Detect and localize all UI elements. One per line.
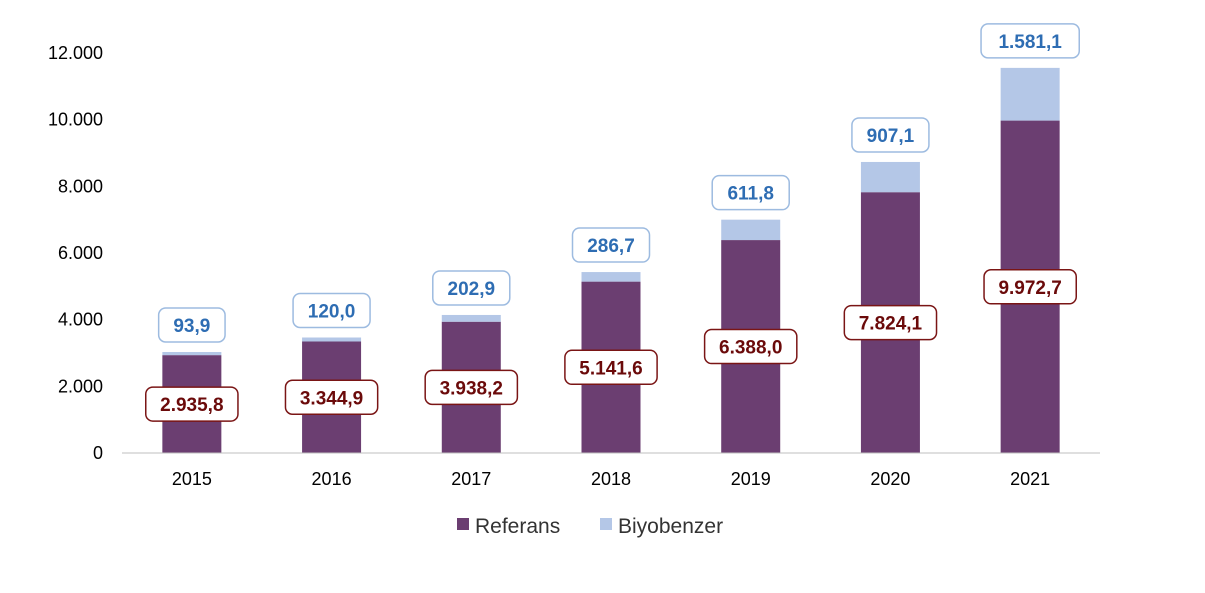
data-label-referans: 9.972,7 — [998, 278, 1061, 299]
data-label-box-referans — [284, 379, 379, 416]
y-tick-label: 4.000 — [58, 310, 103, 330]
y-tick-label: 8.000 — [58, 176, 103, 196]
y-tick-label: 12.000 — [48, 43, 103, 63]
data-labels: 2.935,8 93,9 3.344,9 120,0 3.938,2 202,9 5.141… — [145, 23, 1080, 422]
data-label-box-referans — [564, 349, 658, 386]
data-label-biyobenzer: 611,8 — [727, 184, 774, 205]
y-tick-label: 6.000 — [58, 243, 103, 263]
data-label-referans: 5.141,6 — [579, 358, 642, 379]
data-label-referans: 2.935,8 — [160, 395, 223, 416]
legend: Referans Biyobenzer — [457, 515, 723, 538]
x-tick-label: 2016 — [312, 469, 352, 489]
x-tick-label: 2018 — [591, 469, 631, 489]
data-label-biyobenzer: 286,7 — [587, 236, 635, 257]
x-tick-label: 2020 — [870, 469, 910, 489]
data-label-referans: 3.344,9 — [300, 388, 363, 409]
legend-label-biyobenzer: Biyobenzer — [618, 515, 723, 538]
x-tick-label: 2021 — [1010, 469, 1050, 489]
data-label-box-referans — [703, 328, 798, 365]
data-label-biyobenzer: 120,0 — [308, 302, 356, 323]
data-label-box-referans — [843, 304, 938, 341]
bar-biyobenzer-2015 — [162, 352, 222, 356]
data-label-referans: 3.938,2 — [440, 378, 503, 399]
y-tick-label: 2.000 — [58, 376, 103, 396]
legend-swatch-referans — [457, 518, 469, 530]
y-axis: 0 2.000 4.000 6.000 8.000 10.000 12.000 — [48, 43, 103, 463]
data-label-box-biyobenzer — [980, 23, 1080, 59]
x-tick-label: 2017 — [451, 469, 491, 489]
data-label-biyobenzer: 907,1 — [867, 126, 915, 147]
data-label-referans: 7.824,1 — [859, 314, 923, 335]
legend-label-referans: Referans — [475, 515, 560, 538]
data-label-biyobenzer: 93,9 — [173, 316, 210, 337]
x-axis: 2015 2016 2017 2018 2019 2020 2021 — [122, 452, 1100, 489]
data-label-biyobenzer: 202,9 — [448, 279, 496, 300]
bar-biyobenzer-2021 — [1000, 67, 1060, 121]
bar-biyobenzer-2020 — [860, 161, 920, 193]
data-label-box-referans — [145, 386, 239, 422]
bar-biyobenzer-2017 — [441, 314, 501, 322]
bar-biyobenzer-2019 — [721, 219, 781, 241]
y-tick-label: 0 — [93, 443, 103, 463]
data-label-box-biyobenzer — [292, 292, 371, 329]
data-label-box-referans — [424, 369, 519, 406]
y-tick-label: 10.000 — [48, 110, 103, 130]
x-tick-label: 2015 — [172, 469, 212, 489]
data-label-box-biyobenzer — [571, 227, 651, 263]
data-label-box-referans — [983, 269, 1077, 305]
bar-biyobenzer-2018 — [581, 272, 641, 282]
data-label-referans: 6.388,0 — [719, 338, 782, 359]
data-label-box-biyobenzer — [711, 174, 790, 211]
bar-biyobenzer-2016 — [302, 337, 362, 342]
data-label-biyobenzer: 1.581,1 — [998, 32, 1062, 53]
data-label-box-biyobenzer — [432, 270, 511, 306]
x-tick-label: 2019 — [731, 469, 771, 489]
data-label-box-biyobenzer — [157, 307, 226, 343]
data-label-box-biyobenzer — [851, 117, 930, 153]
legend-swatch-biyobenzer — [600, 518, 612, 530]
